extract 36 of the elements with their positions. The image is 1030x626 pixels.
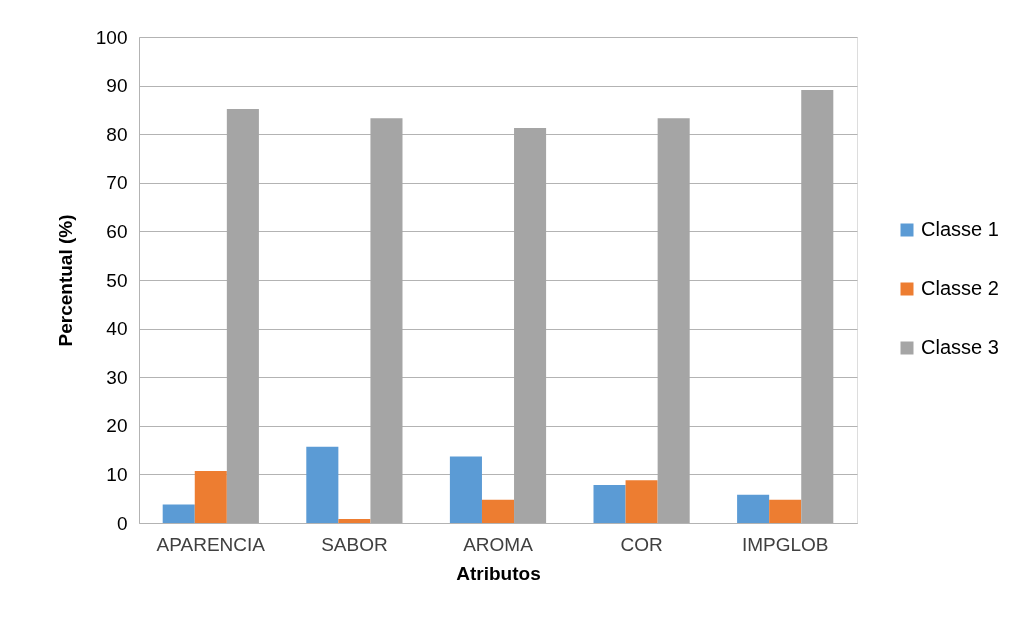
bar (162, 504, 195, 523)
bar (481, 499, 515, 523)
bar (194, 471, 227, 523)
bar (625, 480, 658, 523)
bar (449, 456, 482, 523)
y-tick-label: 90 (106, 75, 128, 97)
bar (593, 485, 626, 523)
x-tick-label: APARENCIA (156, 533, 266, 555)
y-tick-label: 80 (106, 123, 128, 145)
x-tick-label: COR (620, 533, 663, 555)
bar (657, 118, 690, 523)
y-tick-label: 20 (106, 415, 128, 437)
bar (737, 494, 770, 523)
y-axis-title: Percentual (%) (54, 214, 76, 347)
y-tick-label: 40 (106, 318, 128, 340)
y-tick-label: 60 (106, 220, 128, 242)
bar (514, 127, 547, 523)
x-tick-label: AROMA (463, 533, 534, 555)
bar (338, 519, 371, 523)
y-tick-label: 70 (106, 172, 128, 194)
y-tick-label: 0 (116, 512, 128, 534)
y-tick-label: 100 (95, 26, 128, 48)
bar (801, 89, 834, 523)
bar (306, 446, 339, 523)
bar (370, 118, 403, 523)
legend-label: Classe 1 (921, 218, 999, 240)
y-tick-label: 30 (106, 366, 128, 388)
x-tick-label: IMPGLOB (741, 533, 829, 555)
bar (769, 499, 802, 523)
x-axis-title: Atributos (456, 562, 541, 584)
legend-label: Classe 2 (921, 277, 999, 299)
y-tick-label: 10 (106, 463, 128, 485)
y-tick-label: 50 (106, 269, 128, 291)
bar (226, 108, 259, 523)
x-tick-label: SABOR (321, 533, 388, 555)
legend-label: Classe 3 (921, 336, 999, 358)
